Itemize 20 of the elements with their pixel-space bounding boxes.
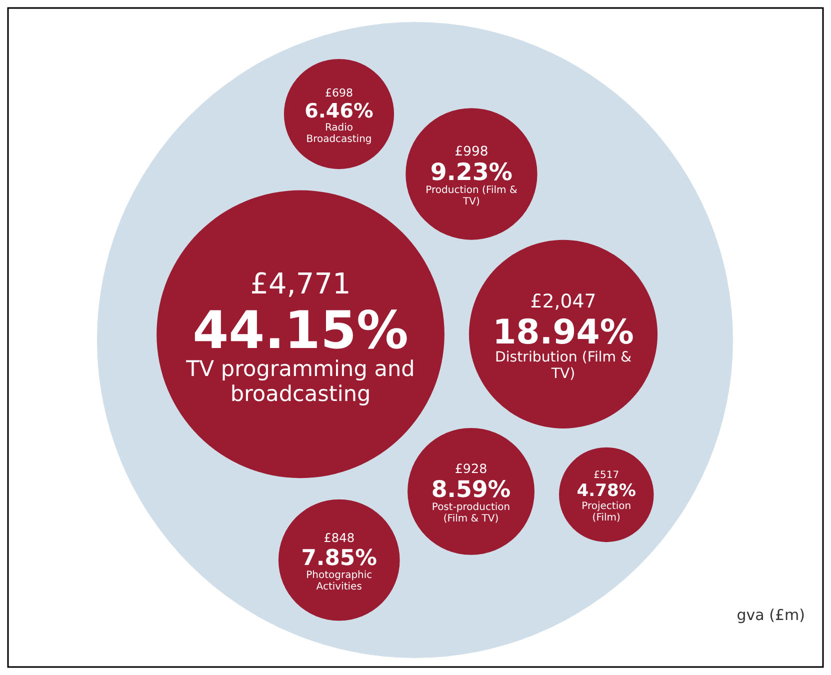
data-label: £848 <box>324 530 355 545</box>
text: gva (£m) <box>736 606 805 624</box>
data-label: 9.23% <box>430 158 513 186</box>
category-label: Projection (Film) <box>582 501 632 524</box>
category-label: Radio Broadcasting <box>306 122 372 145</box>
data-label: £2,047 <box>530 292 596 313</box>
category-label: Photographic Activities <box>306 570 372 592</box>
category-label: Post-production (Film & TV) <box>432 502 510 525</box>
data-label: £698 <box>324 86 353 100</box>
data-label: 4.78% <box>576 481 636 502</box>
category-label: TV programming and broadcasting <box>185 357 415 407</box>
data-label: £998 <box>454 144 488 160</box>
category-label: Distribution (Film & TV) <box>494 350 632 382</box>
data-label: 6.46% <box>304 99 374 122</box>
data-label: £928 <box>454 461 488 476</box>
category-label: Production (Film & TV) <box>426 185 518 208</box>
data-label: £4,771 <box>250 266 351 301</box>
data-label: 7.85% <box>301 546 378 571</box>
data-label: £517 <box>594 470 620 482</box>
data-label: 8.59% <box>431 477 511 504</box>
